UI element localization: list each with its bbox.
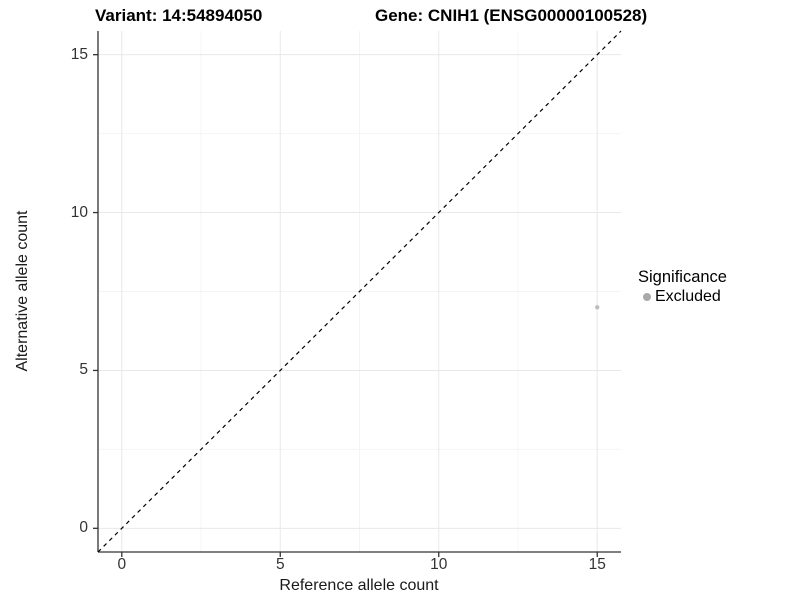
y-axis-label: Alternative allele count (14, 210, 31, 372)
x-tick-label: 0 (117, 556, 127, 573)
legend-items: Excluded (638, 288, 727, 306)
legend: Significance Excluded (638, 268, 727, 306)
legend-key (638, 289, 655, 306)
x-tick-label: 10 (430, 556, 448, 573)
identity-reference-line (97, 30, 622, 553)
y-tick-label: 0 (79, 519, 88, 537)
x-axis-label: Reference allele count (279, 577, 439, 594)
x-tick-label: 15 (588, 556, 606, 573)
plot-title-gene: Gene: CNIH1 (ENSG00000100528) (375, 6, 648, 25)
y-tick-label: 10 (70, 203, 88, 221)
data-point (595, 305, 600, 310)
legend-title: Significance (638, 268, 727, 286)
plot-title-variant: Variant: 14:54894050 (95, 6, 263, 25)
legend-point-icon (642, 293, 651, 301)
legend-entry-label: Excluded (655, 288, 721, 305)
y-tick-label: 5 (79, 361, 88, 379)
legend-item: Excluded (638, 288, 727, 306)
y-tick-label: 15 (70, 45, 88, 63)
x-tick-label: 5 (275, 556, 285, 573)
